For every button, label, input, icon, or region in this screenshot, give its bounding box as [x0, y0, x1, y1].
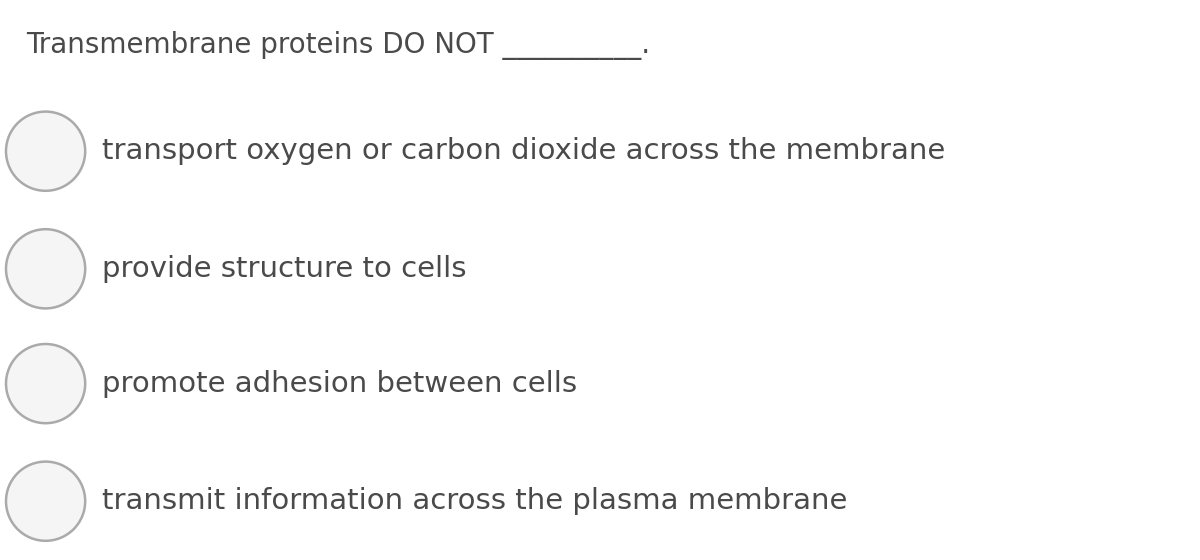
Ellipse shape	[6, 344, 85, 423]
Text: Transmembrane proteins DO NOT __________.: Transmembrane proteins DO NOT __________…	[26, 31, 650, 60]
Ellipse shape	[6, 229, 85, 309]
Text: provide structure to cells: provide structure to cells	[102, 255, 467, 283]
Ellipse shape	[6, 111, 85, 191]
Ellipse shape	[6, 461, 85, 541]
Text: promote adhesion between cells: promote adhesion between cells	[102, 370, 577, 398]
Text: transmit information across the plasma membrane: transmit information across the plasma m…	[102, 487, 847, 515]
Text: transport oxygen or carbon dioxide across the membrane: transport oxygen or carbon dioxide acros…	[102, 137, 946, 165]
